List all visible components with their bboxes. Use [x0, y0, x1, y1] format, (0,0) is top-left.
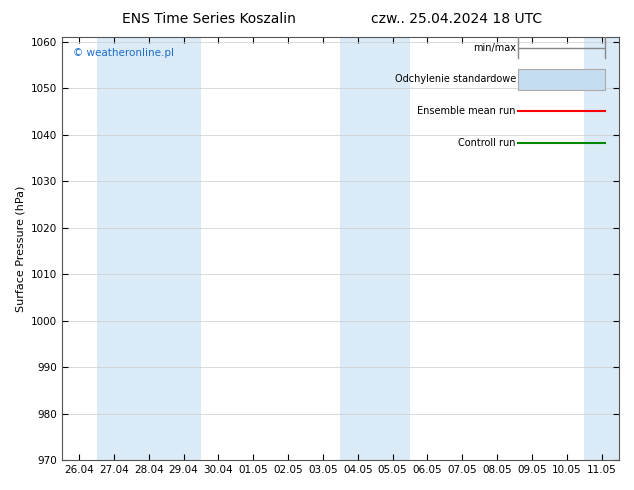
Text: Odchylenie standardowe: Odchylenie standardowe: [394, 74, 516, 84]
Bar: [96, 37, 166, 460]
Text: Controll run: Controll run: [458, 138, 516, 148]
Text: min/max: min/max: [473, 43, 516, 52]
Bar: [166, 37, 201, 460]
Text: Ensemble mean run: Ensemble mean run: [417, 106, 516, 116]
Bar: [517, 69, 605, 90]
Y-axis label: Surface Pressure (hPa): Surface Pressure (hPa): [15, 185, 25, 312]
Text: czw.. 25.04.2024 18 UTC: czw.. 25.04.2024 18 UTC: [371, 12, 542, 26]
Text: © weatheronline.pl: © weatheronline.pl: [73, 48, 174, 58]
Text: ENS Time Series Koszalin: ENS Time Series Koszalin: [122, 12, 296, 26]
Bar: [340, 37, 410, 460]
Bar: [584, 37, 619, 460]
